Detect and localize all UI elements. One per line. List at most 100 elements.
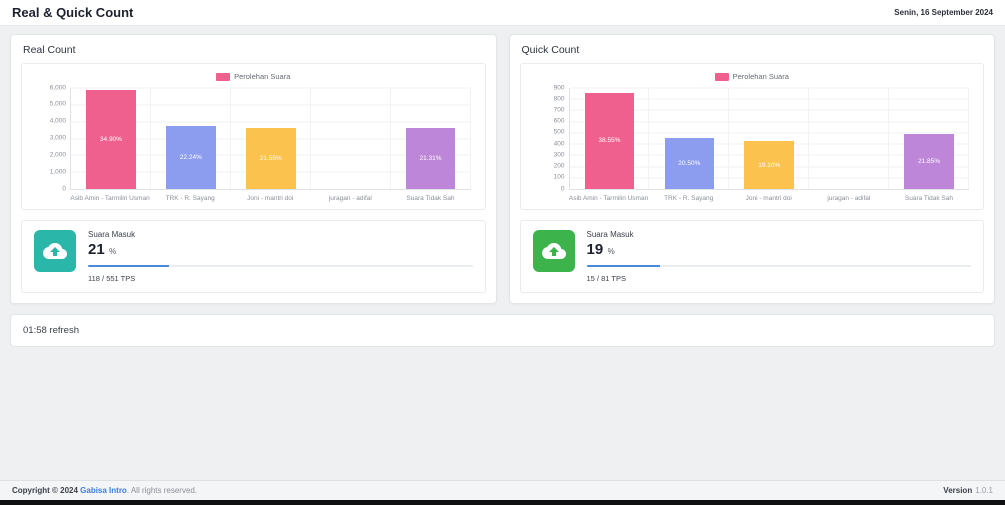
panel-title-quick-count: Quick Count — [521, 44, 580, 56]
x-axis-label: juragan - adifal — [827, 195, 871, 202]
bar-slot: 21.85% — [889, 88, 969, 189]
rights-text: . All rights reserved. — [126, 486, 198, 495]
bar-slot — [809, 88, 889, 189]
progress-fill — [586, 265, 660, 267]
footer-copyright: Copyright © 2024 Gabisa Intro. All right… — [12, 486, 197, 495]
plot: 0 100 200 300 400 500 600 700 800 900 38.55% 20.50%… — [554, 84, 969, 191]
legend-item[interactable]: Perolehan Suara — [714, 72, 789, 81]
y-axis-tick: 2,000 — [49, 151, 66, 159]
bar-slot — [311, 88, 391, 189]
cloud-upload-icon — [532, 230, 575, 272]
bar-slot: 21.55% — [231, 88, 311, 189]
stat-value-row: 21 % — [88, 241, 473, 259]
quick-count-stat-card: Suara Masuk 19 % 15 / 81 TPS — [519, 220, 984, 293]
header-date: Senin, 16 September 2024 — [894, 8, 993, 17]
legend-swatch-icon — [714, 72, 729, 81]
panel-body: Perolehan Suara 0 1,000 2,000 3,000 4,000 5,00… — [11, 63, 496, 303]
bar: 21.85% — [904, 134, 954, 189]
x-axis-label: Asib Amin - Tarmilin Usman — [568, 195, 649, 202]
plot-area: 0 1,000 2,000 3,000 4,000 5,000 6,000 34.90% 22.… — [32, 84, 475, 191]
bar: 22.24% — [166, 125, 216, 189]
plot: 0 1,000 2,000 3,000 4,000 5,000 6,000 34.90% 22.… — [50, 84, 471, 191]
version-label: Version — [943, 486, 973, 495]
bar-value-label: 20.50% — [678, 159, 701, 167]
stat-label: Suara Masuk — [586, 230, 634, 239]
y-axis-tick: 0 — [62, 184, 66, 192]
y-axis-tick: 900 — [553, 83, 565, 91]
y-axis-tick: 1,000 — [49, 167, 66, 175]
refresh-countdown[interactable]: 01:58 refresh — [23, 325, 79, 336]
y-axis-tick: 700 — [553, 106, 565, 114]
y-axis-tick: 500 — [553, 128, 565, 136]
bar-value-label: 38.55% — [598, 137, 621, 145]
bar: 34.90% — [86, 89, 136, 189]
cloud-upload-icon — [34, 230, 76, 272]
y-axis-tick: 800 — [553, 94, 565, 102]
bar-value-label: 19.10% — [758, 161, 781, 169]
bar: 20.50% — [664, 137, 715, 189]
bar-slot: 34.90% — [71, 88, 151, 189]
footer: Copyright © 2024 Gabisa Intro. All right… — [0, 480, 1005, 500]
bottom-edge — [0, 500, 1005, 505]
x-axis-label: TRK - R. Sayang — [165, 195, 215, 202]
footer-version: Version 1.0.1 — [943, 486, 993, 495]
stat-main: Suara Masuk 19 % 15 / 81 TPS — [586, 230, 971, 283]
x-axis-label: Suara Tidak Sah — [904, 195, 953, 202]
x-axis-labels: Asib Amin - Tarmilin Usman TRK - R. Sayan… — [531, 195, 974, 202]
bar: 19.10% — [744, 141, 794, 189]
legend-swatch-icon — [216, 72, 231, 81]
bar-slot: 22.24% — [151, 88, 231, 189]
version-value: 1.0.1 — [975, 486, 993, 495]
panel-body: Perolehan Suara 0 100 200 300 400 500 600 700 800… — [510, 63, 995, 303]
x-axis-label: Joni - mantri doi — [247, 195, 294, 202]
stat-value: 19 — [586, 241, 604, 258]
bar: 21.31% — [405, 128, 456, 189]
stat-value: 21 — [88, 241, 105, 258]
y-axis-tick: 0 — [560, 184, 565, 192]
bar-slot: 21.31% — [391, 88, 471, 189]
panel-title-real-count: Real Count — [23, 44, 76, 56]
topbar: Real & Quick Count Senin, 16 September 2… — [0, 0, 1005, 26]
x-axis-label: Joni - mantri doi — [745, 195, 792, 202]
y-axis-tick: 400 — [553, 139, 565, 147]
x-axis-label: TRK - R. Sayang — [664, 195, 714, 202]
chart-legend: Perolehan Suara — [531, 72, 974, 81]
tps-count: 15 / 81 TPS — [586, 274, 626, 283]
y-axis-tick: 4,000 — [49, 117, 66, 125]
bar-value-label: 21.85% — [918, 158, 941, 166]
bar-value-label: 21.31% — [419, 155, 442, 163]
refresh-bar: 01:58 refresh — [10, 314, 995, 347]
progress-bar — [88, 265, 473, 267]
bar-slot: 19.10% — [729, 88, 809, 189]
stat-main: Suara Masuk 21 % 118 / 551 TPS — [88, 230, 473, 283]
brand-link[interactable]: Gabisa Intro — [80, 486, 127, 495]
real-count-chart: Perolehan Suara 0 1,000 2,000 3,000 4,000 5,00… — [21, 63, 486, 210]
real-count-stat-card: Suara Masuk 21 % 118 / 551 TPS — [21, 220, 486, 293]
bar-slot: 38.55% — [570, 88, 650, 189]
panel-real-count: Real Count Perolehan Suara 0 1,000 2,000 3,0… — [10, 34, 497, 304]
legend-item[interactable]: Perolehan Suara — [216, 72, 290, 81]
main-content: Real Count Perolehan Suara 0 1,000 2,000 3,0… — [0, 26, 1005, 480]
x-axis-label: Suara Tidak Sah — [406, 195, 455, 202]
page-title: Real & Quick Count — [12, 5, 134, 20]
plot-area: 0 100 200 300 400 500 600 700 800 900 38.55% 20.50%… — [531, 84, 974, 191]
legend-label: Perolehan Suara — [234, 72, 291, 81]
y-axis-tick: 3,000 — [49, 134, 66, 142]
x-axis-label: juragan - adifal — [328, 195, 372, 202]
stat-unit: % — [607, 247, 615, 256]
chart-legend: Perolehan Suara — [32, 72, 475, 81]
y-axis-tick: 5,000 — [49, 100, 66, 108]
legend-label: Perolehan Suara — [732, 72, 789, 81]
bar-slot: 20.50% — [649, 88, 729, 189]
bar: 38.55% — [584, 92, 635, 189]
bar-value-label: 34.90% — [99, 135, 122, 143]
bar: 21.55% — [245, 127, 296, 189]
stat-label: Suara Masuk — [88, 230, 136, 239]
y-axis-tick: 600 — [553, 117, 565, 125]
panels-row: Real Count Perolehan Suara 0 1,000 2,000 3,0… — [10, 34, 995, 304]
bar-value-label: 21.55% — [259, 154, 282, 162]
x-axis-labels: Asib Amin - Tarmilin Usman TRK - R. Sayan… — [32, 195, 475, 202]
panel-quick-count: Quick Count Perolehan Suara 0 100 200 300 400… — [508, 34, 995, 304]
x-axis-label: Asib Amin - Tarmilin Usman — [70, 195, 150, 202]
